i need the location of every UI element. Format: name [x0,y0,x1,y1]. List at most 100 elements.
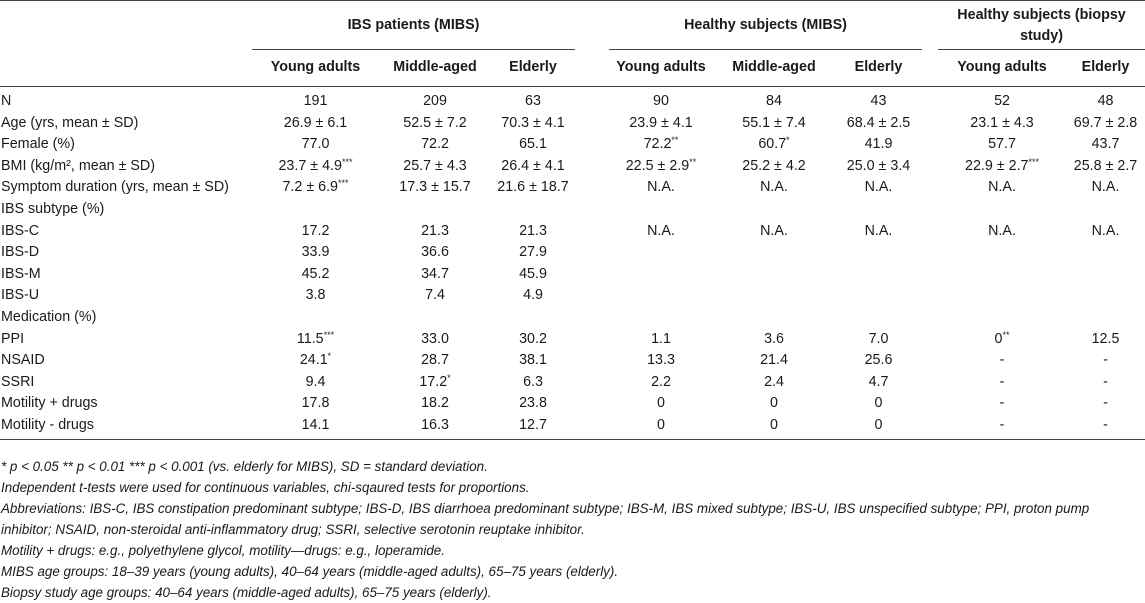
table-footnotes: * p < 0.05 ** p < 0.01 *** p < 0.001 (vs… [1,456,1141,603]
table-row: IBS-M 45.2 34.7 45.9 [0,264,1145,286]
table-cell: 9.4 [305,373,326,390]
table-cell: - [1103,373,1108,390]
table-cell: 23.7 ± 4.9*** [278,156,353,174]
table-cell: 0 [609,414,713,440]
significance-marker: *** [338,178,349,189]
table-cell: 72.2 [421,136,449,153]
column-header: Middle-aged [713,49,835,87]
table-row: NSAID 24.1* 28.7 38.1 13.3 21.4 25.6 - - [0,350,1145,372]
table-cell: N.A. [988,222,1016,239]
column-header: Elderly [1066,49,1145,87]
table-cell [835,199,922,221]
spacer-cell [922,177,938,199]
table-cell: 23.8 [519,395,547,412]
spacer-cell [922,414,939,440]
table-cell: N.A. [760,222,788,239]
table-cell: - [999,352,1005,369]
table-cell: 191 [303,93,328,109]
row-label: Age (yrs, mean ± SD) [1,114,139,131]
table-cell: 3.8 [305,287,326,304]
table-cell: 45.9 [519,265,547,282]
table-cell: N.A. [864,222,893,239]
table-cell [1066,264,1145,286]
spacer-cell [575,113,609,135]
table-cell: 90 [653,93,669,109]
footnote: * p < 0.05 ** p < 0.01 *** p < 0.001 (vs… [1,459,488,474]
table-cell: 48 [1097,93,1114,109]
table-cell: 17.3 ± 15.7 [399,179,471,196]
significance-marker: ** [689,156,697,167]
table-cell: N.A. [864,179,893,196]
table-cell [609,307,713,329]
table-cell [938,307,1066,329]
table-cell [938,264,1066,286]
table-cell: - [999,395,1005,412]
table-cell [938,285,1066,307]
spacer-cell [922,113,938,135]
table-cell: 26.9 ± 6.1 [283,114,348,131]
significance-marker: * [447,372,451,383]
table-cell: 24.1* [299,351,332,369]
table-row: IBS-U 3.8 7.4 4.9 [0,285,1145,307]
significance-marker: *** [323,329,335,340]
table-cell: 77.0 [301,136,330,153]
table-cell: N.A. [1091,222,1120,239]
table-body: N 191 209 63 90 84 43 52 48 Age (yrs, mean ± SD) 2… [0,87,1145,440]
table-cell: 84 [766,93,782,109]
footnote: MIBS age groups: 18–39 years (young adul… [1,564,619,579]
table-cell [938,242,1066,264]
column-header-row: Young adults Middle-aged Elderly Young a… [0,49,1145,87]
table-cell: 7.0 [868,330,889,347]
table-row: Female (%) 77.0 72.2 65.1 72.2** 60.7* 41.9 57.… [0,134,1145,156]
table-cell: 33.0 [421,330,449,347]
table-cell: 0 [835,414,923,440]
table-cell: N.A. [647,179,675,196]
table-cell: 0 [657,395,665,412]
table-cell: 26.4 ± 4.1 [501,157,565,174]
table-row: Motility - drugs 14.1 16.3 12.7 0 0 0- - [0,414,1145,440]
table-cell: 7.4 [425,287,445,304]
table-cell [835,264,922,286]
table-cell [1066,285,1145,307]
table-row: IBS-D 33.9 36.6 27.9 [0,242,1145,264]
row-label: NSAID [1,352,45,369]
table-cell [938,199,1066,221]
spacer-cell [575,350,609,372]
table-cell: 34.7 [421,265,449,282]
table-cell: 22.5 ± 2.9** [625,156,697,174]
table-cell [1066,199,1145,221]
table-cell: 17.2 [301,222,330,239]
table-cell: - [999,373,1005,390]
spacer-cell [575,87,609,113]
footnote: Independent t-tests were used for contin… [1,480,530,495]
spacer-cell [575,199,609,221]
table-cell [713,242,835,264]
table-cell: 60.7* [758,135,790,153]
table-cell [835,242,922,264]
table-row: PPI 11.5*** 33.0 30.2 1.1 3.6 7.0 0** 12.5 [0,329,1145,351]
table-cell: 0 [713,414,835,440]
table-row: IBS subtype (%) [0,199,1145,221]
table-cell: 38.1 [519,352,547,369]
spacer-cell [922,393,938,415]
row-label: Motility + drugs [1,395,98,412]
table-cell: N.A. [1091,179,1120,196]
table-cell: 21.4 [760,352,788,369]
table-cell [713,307,835,329]
table-cell: N.A. [988,179,1016,196]
table-cell: 52.5 ± 7.2 [403,114,467,131]
column-header: Young adults [252,49,379,87]
column-header: Young adults [938,49,1067,87]
table-row: N 191 209 63 90 84 43 52 48 [0,87,1145,113]
table-cell [835,285,922,307]
table-cell [609,199,713,221]
spacer-cell [922,264,938,286]
table-cell: 25.0 ± 3.4 [846,157,911,174]
table-cell: 30.2 [519,330,547,347]
table-cell: 36.6 [421,244,449,261]
table-cell [609,264,713,286]
table-cell: 13.3 [647,352,675,369]
spacer-cell [575,329,609,351]
footnote: Motility + drugs: e.g., polyethylene gly… [1,543,445,558]
